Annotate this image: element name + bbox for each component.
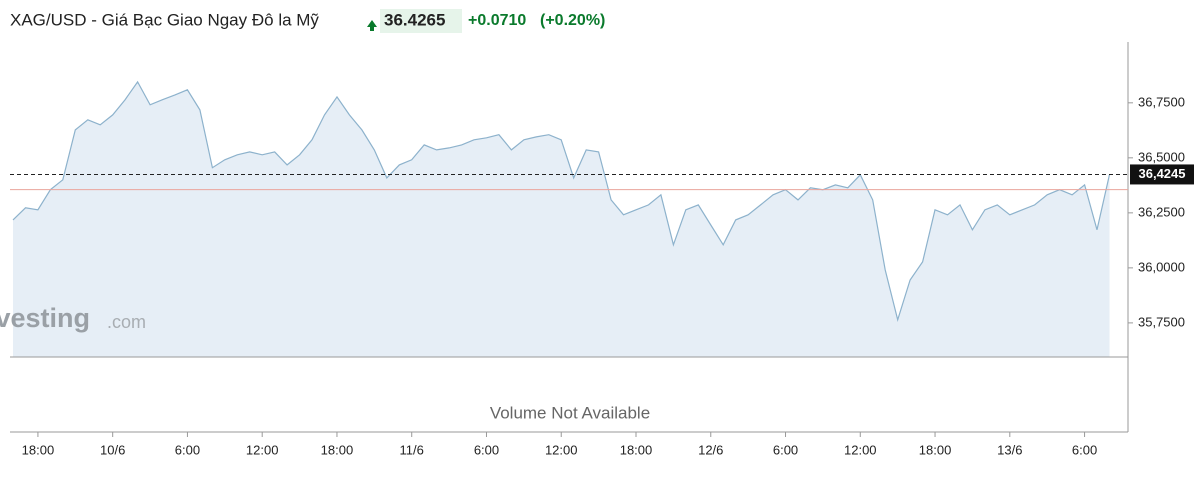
change-pct: (+0.20%) xyxy=(540,12,605,29)
x-tick-label: 12/6 xyxy=(698,442,723,457)
price-line xyxy=(12,80,1111,323)
x-tick-label: 18:00 xyxy=(919,442,952,457)
y-tick-label: 36,0000 xyxy=(1138,259,1185,274)
last-price: 36.4265 xyxy=(384,10,445,29)
x-tick-label: 10/6 xyxy=(100,442,125,457)
y-tick-label: 36,7500 xyxy=(1138,94,1185,109)
x-tick-label: 18:00 xyxy=(22,442,55,457)
chart-title: XAG/USD - Giá Bạc Giao Ngay Đô la Mỹ xyxy=(10,10,319,29)
area-fill xyxy=(13,81,1110,358)
current-price-label: 36,4245 xyxy=(1139,166,1186,181)
x-tick-label: 13/6 xyxy=(997,442,1022,457)
x-tick-label: 6:00 xyxy=(474,442,499,457)
volume-note: Volume Not Available xyxy=(490,403,650,422)
x-tick-label: 6:00 xyxy=(175,442,200,457)
x-tick-label: 6:00 xyxy=(1072,442,1097,457)
watermark-brand: Investing xyxy=(0,303,90,333)
x-tick-label: 18:00 xyxy=(620,442,653,457)
x-tick-label: 12:00 xyxy=(545,442,578,457)
watermark-suffix: .com xyxy=(107,312,146,332)
y-tick-label: 35,7500 xyxy=(1138,314,1185,329)
x-tick-label: 11/6 xyxy=(400,442,424,457)
x-tick-label: 12:00 xyxy=(246,442,279,457)
price-highlight xyxy=(380,9,462,33)
x-tick-label: 12:00 xyxy=(844,442,877,457)
current-price-box xyxy=(1130,164,1194,185)
x-tick-label: 18:00 xyxy=(321,442,354,457)
y-tick-label: 36,5000 xyxy=(1138,149,1185,164)
x-tick-label: 6:00 xyxy=(773,442,798,457)
change: +0.0710 xyxy=(468,12,526,29)
up-arrow xyxy=(367,20,377,31)
y-tick-label: 36,2500 xyxy=(1138,204,1185,219)
